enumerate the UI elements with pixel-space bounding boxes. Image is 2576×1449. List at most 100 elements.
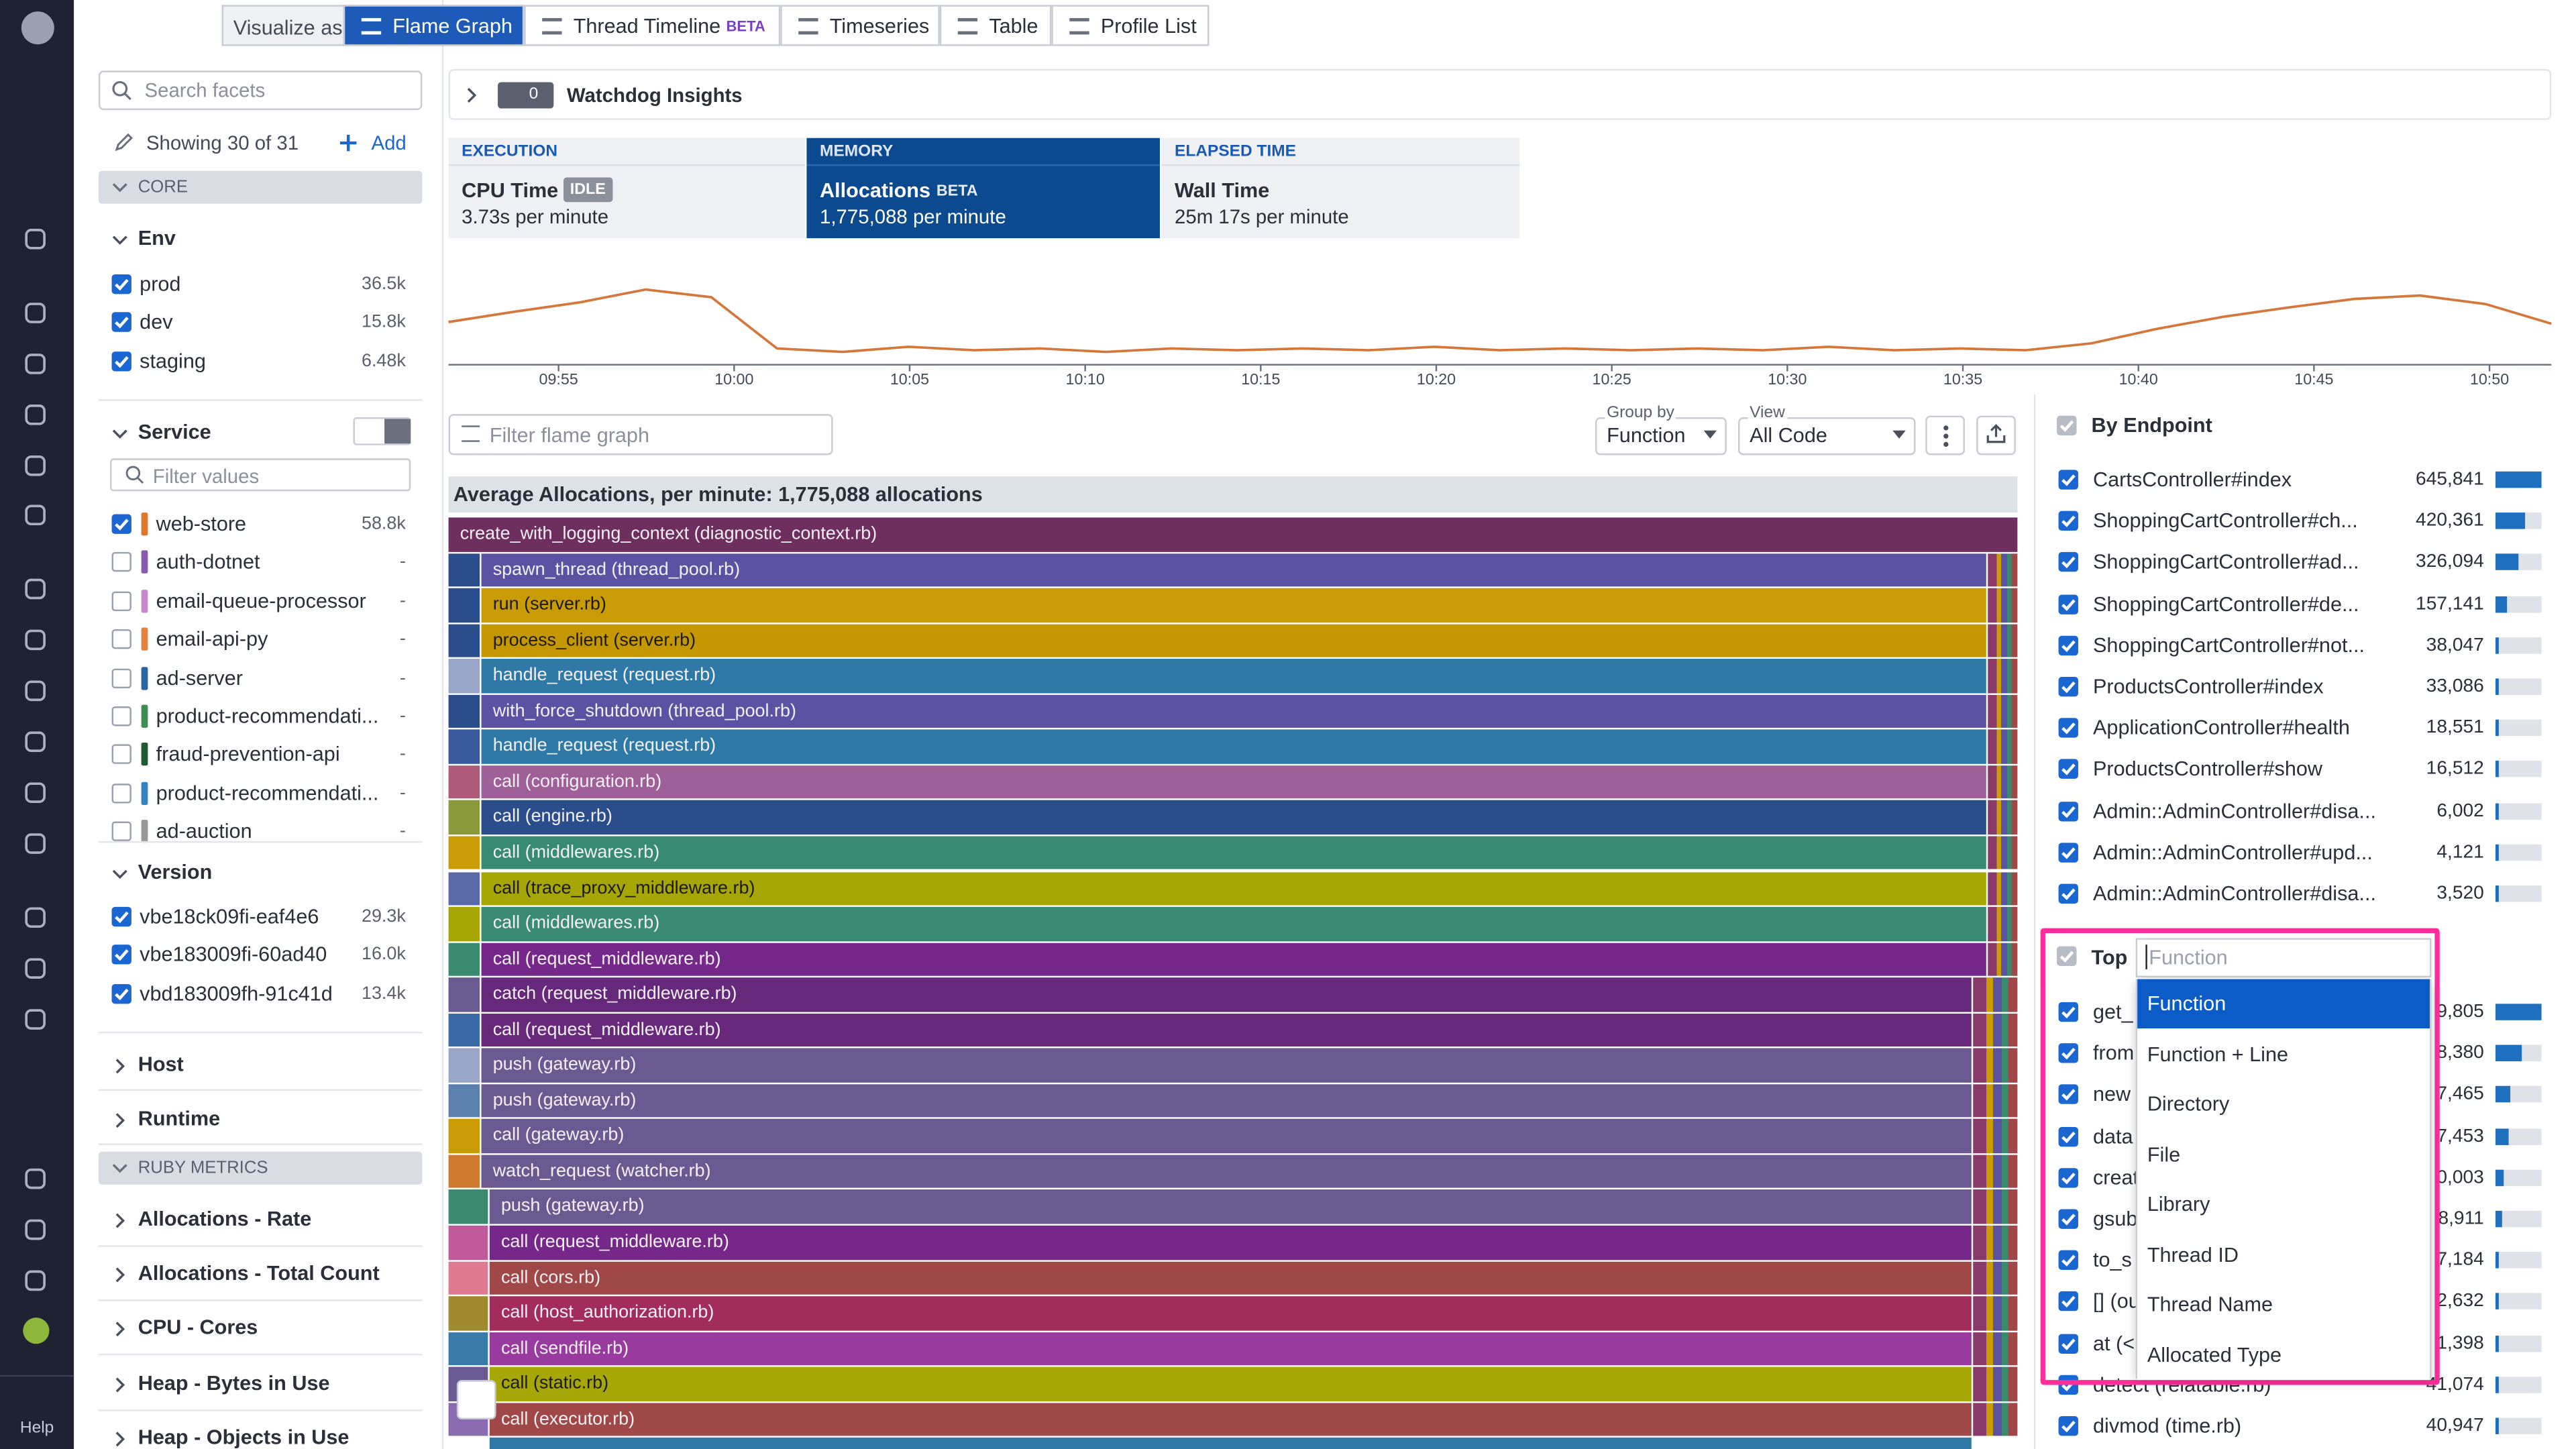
- dropdown-option[interactable]: Library: [2137, 1179, 2430, 1229]
- flame-filter[interactable]: [448, 414, 833, 455]
- view-tab[interactable]: Table: [939, 5, 1052, 46]
- endpoint-name[interactable]: CartsController#index: [2093, 468, 2292, 492]
- checkbox[interactable]: [111, 783, 131, 804]
- flame-frame[interactable]: push (gateway.rb): [481, 1083, 1972, 1118]
- facet-item[interactable]: ad-auction: [156, 820, 252, 843]
- checkbox[interactable]: [2058, 1416, 2078, 1436]
- checkbox[interactable]: [2058, 1085, 2078, 1105]
- flame-frame[interactable]: call (configuration.rb): [481, 765, 1986, 800]
- facet-search[interactable]: [98, 70, 423, 111]
- dropdown-option[interactable]: Directory: [2137, 1079, 2430, 1129]
- checkbox[interactable]: [111, 629, 131, 649]
- top-row-name[interactable]: creat: [2093, 1166, 2139, 1189]
- flame-frame[interactable]: push (gateway.rb): [481, 1049, 1972, 1083]
- facet-item[interactable]: vbe183009fi-60ad40: [140, 943, 327, 967]
- metric-card[interactable]: EXECUTION CPU Time IDLE 3.73s per minute: [448, 138, 806, 239]
- top-row-name[interactable]: new: [2093, 1083, 2131, 1107]
- endpoint-name[interactable]: Admin::AdminController#disa...: [2093, 799, 2376, 822]
- flame-frame[interactable]: process_client (server.rb): [481, 623, 1986, 657]
- metric-card[interactable]: ELAPSED TIME Wall Time 25m 17s per minute: [1161, 138, 1520, 239]
- facet-group-title[interactable]: Heap - Bytes in Use: [138, 1371, 330, 1395]
- flame-frame[interactable]: call (trace_proxy_middleware.rb): [481, 871, 1986, 906]
- dropdown-option[interactable]: Thread Name: [2137, 1279, 2430, 1330]
- checkbox[interactable]: [2058, 1333, 2078, 1353]
- flame-frame[interactable]: create_with_logging_context (diagnostic_…: [448, 517, 2018, 551]
- checkbox[interactable]: [111, 983, 131, 1004]
- watchdog-bar[interactable]: [448, 68, 2552, 120]
- endpoint-name[interactable]: ProductsController#show: [2093, 757, 2323, 782]
- export-button[interactable]: [1976, 415, 2016, 455]
- checkbox[interactable]: [2058, 676, 2078, 697]
- checkbox[interactable]: [111, 821, 131, 842]
- view-tab[interactable]: Timeseries: [780, 5, 940, 46]
- flame-frame[interactable]: call (cors.rb): [489, 1260, 1972, 1295]
- endpoint-name[interactable]: Admin::AdminController#upd...: [2093, 841, 2373, 864]
- checkbox[interactable]: [111, 514, 131, 534]
- facet-item[interactable]: email-queue-processor: [156, 589, 366, 612]
- facet-item[interactable]: web-store: [156, 513, 247, 536]
- facet-item[interactable]: vbe18ck09fi-eaf4e6: [140, 905, 319, 928]
- checkbox[interactable]: [2058, 594, 2078, 614]
- facet-group-title[interactable]: Allocations - Rate: [138, 1208, 312, 1231]
- facet-group-title[interactable]: Host: [138, 1053, 184, 1077]
- checkbox[interactable]: [111, 706, 131, 727]
- view-tab[interactable]: Profile List: [1051, 5, 1210, 46]
- checkbox[interactable]: [2058, 470, 2078, 490]
- checkbox[interactable]: [2058, 883, 2078, 904]
- flame-frame[interactable]: run (server.rb): [481, 588, 1986, 623]
- facet-item[interactable]: staging: [140, 350, 206, 373]
- facet-item[interactable]: product-recommendati...: [156, 782, 379, 805]
- endpoint-name[interactable]: ShoppingCartController#de...: [2093, 592, 2359, 616]
- view-tab[interactable]: Flame Graph: [343, 5, 525, 46]
- checkbox[interactable]: [2058, 511, 2078, 531]
- top-row-name[interactable]: to_s: [2093, 1248, 2132, 1272]
- facet-item[interactable]: product-recommendati...: [156, 704, 379, 728]
- checkbox[interactable]: [2058, 1209, 2078, 1229]
- checkbox[interactable]: [2058, 759, 2078, 780]
- checkbox[interactable]: [111, 745, 131, 765]
- checkbox[interactable]: [2058, 1291, 2078, 1312]
- top-row-name[interactable]: gsub: [2093, 1208, 2138, 1231]
- view-tab[interactable]: Thread Timeline BETA: [524, 5, 781, 46]
- endpoint-name[interactable]: ShoppingCartController#ad...: [2093, 551, 2359, 574]
- dropdown-option[interactable]: File: [2137, 1129, 2430, 1179]
- checkbox[interactable]: [2058, 1043, 2078, 1063]
- checkbox[interactable]: [2058, 1167, 2078, 1188]
- service-filter[interactable]: [110, 458, 411, 492]
- metric-card[interactable]: MEMORY Allocations BETA 1,775,088 per minut…: [806, 138, 1160, 239]
- flame-frame[interactable]: catch (request_middleware.rb): [481, 977, 1972, 1012]
- flame-frame[interactable]: watch_request (watcher.rb): [481, 1155, 1972, 1189]
- top-row-name[interactable]: from: [2093, 1042, 2135, 1065]
- facet-item[interactable]: ad-server: [156, 666, 243, 690]
- select[interactable]: [1738, 417, 1916, 455]
- facet-item[interactable]: dev: [140, 311, 173, 335]
- add-facet[interactable]: Add: [371, 131, 407, 155]
- flame-frame[interactable]: call (request_middleware.rb): [481, 1013, 1972, 1047]
- facet-group-title[interactable]: Env: [138, 226, 176, 250]
- checkbox[interactable]: [111, 667, 131, 688]
- flame-frame[interactable]: handle_request (request.rb): [481, 730, 1986, 764]
- dropdown-option[interactable]: Allocated Type: [2137, 1330, 2430, 1379]
- checkbox[interactable]: [111, 945, 131, 965]
- top-row-name[interactable]: divmod (time.rb): [2093, 1414, 2242, 1438]
- facet-group-title[interactable]: Version: [138, 861, 213, 884]
- facet-group-title[interactable]: Service: [138, 420, 211, 444]
- checkbox[interactable]: [2058, 842, 2078, 863]
- checkbox[interactable]: [111, 591, 131, 611]
- dropdown-option[interactable]: Function: [2137, 979, 2430, 1029]
- checkbox[interactable]: [2058, 801, 2078, 821]
- dropdown-option[interactable]: Function + Line: [2137, 1029, 2430, 1079]
- checkbox[interactable]: [111, 351, 131, 371]
- checkbox[interactable]: [111, 313, 131, 333]
- endpoint-name[interactable]: ApplicationController#health: [2093, 716, 2350, 740]
- checkbox[interactable]: [2058, 552, 2078, 573]
- flame-frame[interactable]: call (request_middleware.rb): [481, 942, 1986, 976]
- flame-frame[interactable]: call (executor.rb): [489, 1402, 1972, 1437]
- facet-item[interactable]: prod: [140, 272, 181, 296]
- endpoint-name[interactable]: ProductsController#index: [2093, 675, 2324, 698]
- facet-group-title[interactable]: Heap - Objects in Use: [138, 1426, 350, 1449]
- flame-frame[interactable]: call (host_authorization.rb): [489, 1296, 1972, 1330]
- flame-frame[interactable]: push (gateway.rb): [489, 1190, 1972, 1224]
- facet-item[interactable]: auth-dotnet: [156, 551, 260, 574]
- flame-frame[interactable]: with_force_shutdown (thread_pool.rb): [481, 694, 1986, 729]
